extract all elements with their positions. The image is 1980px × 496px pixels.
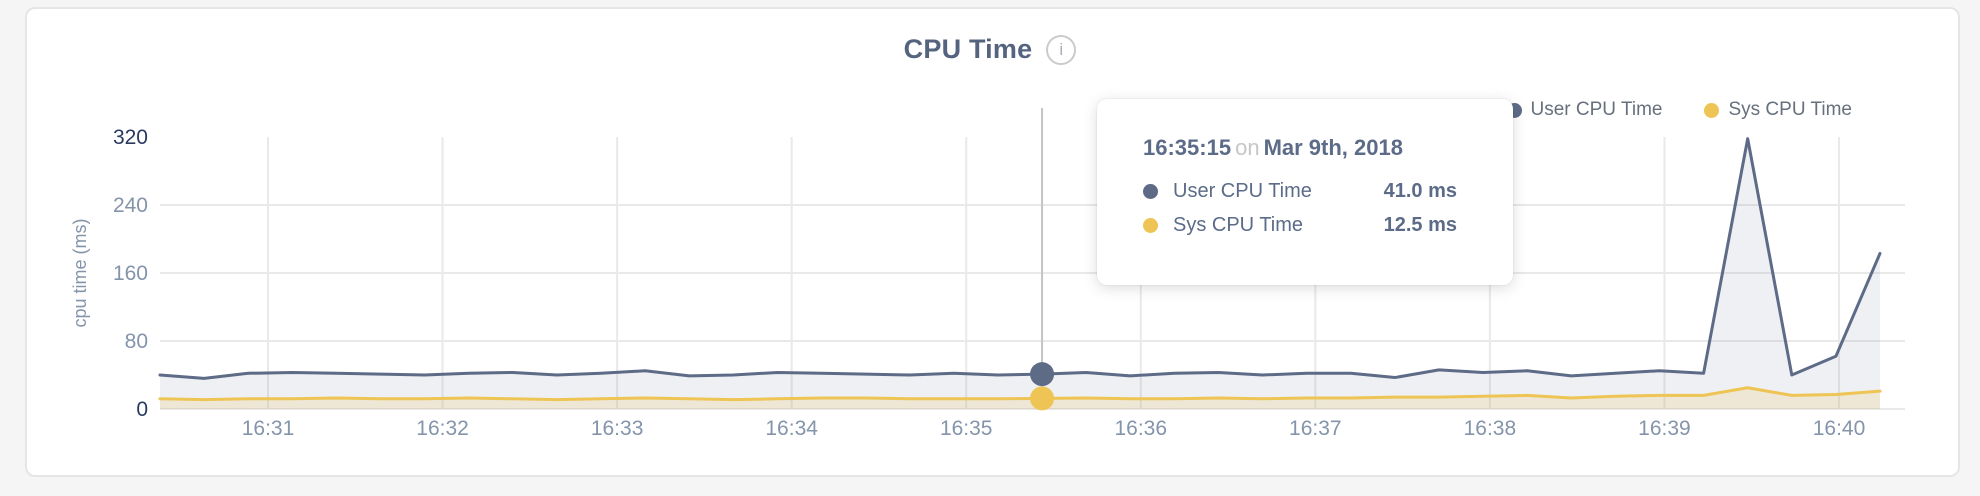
y-axis-title: cpu time (ms) <box>70 218 90 327</box>
y-tick-label: 240 <box>113 194 148 217</box>
selected-point-dot <box>1030 386 1055 411</box>
x-tick-label: 16:38 <box>1464 417 1517 440</box>
legend-label: User CPU Time <box>1530 99 1663 120</box>
legend-label: Sys CPU Time <box>1728 99 1852 120</box>
y-tick-label: 320 <box>113 126 148 149</box>
series-line <box>158 386 1882 402</box>
y-tick-label: 160 <box>113 262 148 285</box>
x-tick-label: 16:31 <box>242 417 295 440</box>
x-tick-label: 16:40 <box>1813 417 1866 440</box>
y-tick-label: 0 <box>136 398 148 421</box>
sys-series-dot-icon <box>1143 217 1158 233</box>
hover-tooltip: 16:35:15 on Mar 9th, 2018 User CPU Time 41… <box>1097 99 1513 285</box>
tooltip-conjunction: on <box>1235 135 1260 160</box>
x-tick-label: 16:36 <box>1114 417 1167 440</box>
x-tick-label: 16:37 <box>1289 417 1342 440</box>
tooltip-series-value: 12.5 ms <box>1383 213 1457 236</box>
x-tick-label: 16:32 <box>416 417 469 440</box>
x-tick-label: 16:35 <box>940 417 993 440</box>
y-tick-label: 80 <box>125 330 148 353</box>
series-line <box>158 137 1882 380</box>
series-area <box>160 138 1880 409</box>
tooltip-timestamp: 16:35:15 on Mar 9th, 2018 <box>1143 135 1457 161</box>
chart-legend: User CPU Time Sys CPU Time <box>1506 99 1852 121</box>
chart-header: CPU Time i <box>0 34 1980 65</box>
tooltip-series-label: User CPU Time <box>1173 179 1312 202</box>
x-tick-label: 16:33 <box>591 417 644 440</box>
sys-series-dot-icon <box>1704 102 1720 118</box>
chart-title: CPU Time <box>903 34 1033 64</box>
selected-point-dot <box>1030 362 1055 387</box>
legend-item-user-cpu-time[interactable]: User CPU Time <box>1506 99 1663 121</box>
legend-item-sys-cpu-time[interactable]: Sys CPU Time <box>1704 99 1852 121</box>
tooltip-row-user: User CPU Time 41.0 ms <box>1143 174 1457 208</box>
series-area <box>160 387 1880 409</box>
tooltip-series-value: 41.0 ms <box>1383 179 1457 202</box>
tooltip-row-sys: Sys CPU Time 12.5 ms <box>1143 208 1457 242</box>
tooltip-date: Mar 9th, 2018 <box>1263 135 1403 160</box>
info-icon[interactable]: i <box>1046 34 1077 65</box>
x-tick-label: 16:34 <box>765 417 818 440</box>
tooltip-series-label: Sys CPU Time <box>1173 213 1304 236</box>
user-series-dot-icon <box>1143 183 1158 199</box>
x-tick-label: 16:39 <box>1638 417 1691 440</box>
tooltip-time: 16:35:15 <box>1143 135 1232 160</box>
